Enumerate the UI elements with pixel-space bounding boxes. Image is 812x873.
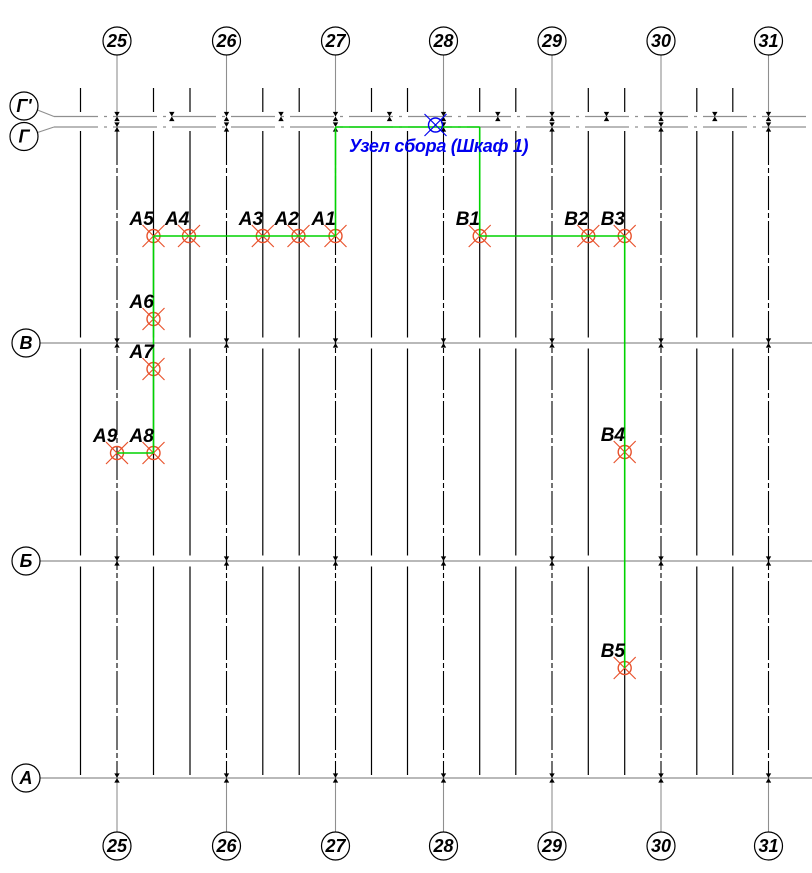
sensor-label-a7: A7: [129, 342, 156, 363]
axis-intersection-mark: [712, 111, 718, 122]
axis-intersection-mark: [114, 773, 120, 783]
sensor-label-b4: B4: [601, 425, 626, 446]
column-axis-bubble-bottom-29: [537, 831, 567, 861]
column-axis-bubble-top-25-label: 25: [106, 31, 128, 51]
sensor-label-a6: A6: [129, 292, 155, 313]
axis-intersection-mark: [765, 556, 772, 566]
axis-intersection-mark: [169, 111, 175, 122]
row-axis-bubble-b-label: Б: [20, 551, 33, 571]
axis-intersection-mark: [223, 111, 230, 122]
axis-intersection-mark: [765, 773, 772, 783]
axis-intersection-mark: [332, 556, 339, 566]
column-axis-bubble-top-29: [537, 26, 567, 56]
row-axis-bubble-v-label: В: [20, 333, 33, 353]
column-axis-bubble-bottom-30: [646, 831, 676, 861]
sensor-label-a5: A5: [129, 209, 155, 230]
column-axis-bubble-bottom-31: [753, 831, 784, 861]
axis-intersection-mark: [658, 111, 664, 122]
axis-intersection-mark: [658, 122, 664, 132]
collector-cross-line: [424, 113, 447, 137]
sensor-label-b1: B1: [456, 209, 480, 230]
column-axis-bubble-top-28-label: 28: [432, 31, 453, 51]
axis-intersection-mark: [223, 556, 230, 566]
column-axis-bubble-top-26-label: 26: [215, 31, 237, 51]
collector-node-label: Узел сбора (Шкаф 1): [349, 136, 529, 156]
row-axis-bubble-a: [11, 763, 41, 793]
axis-intersection-mark: [223, 338, 230, 348]
sensor-label-a9: A9: [92, 426, 118, 447]
sensor-label-b3: B3: [601, 209, 626, 230]
axis-intersection-mark: [386, 111, 393, 122]
column-axis-bubble-top-27-label: 27: [324, 31, 346, 51]
axis-intersection-mark: [549, 773, 555, 783]
axis-intersection-mark: [440, 773, 447, 783]
sensor-label-b5: B5: [601, 641, 626, 662]
axis-intersection-mark: [658, 773, 664, 783]
column-axis-bubble-bottom-29-label: 29: [541, 836, 562, 856]
column-axis-bubble-bottom-25-label: 25: [106, 836, 128, 856]
column-axis-bubble-top-31-label: 31: [758, 31, 778, 51]
column-axis-bubble-bottom-26: [211, 831, 242, 861]
sensor-label-a8: A8: [129, 426, 155, 447]
axis-intersection-mark: [114, 338, 120, 348]
axis-intersection-mark: [603, 111, 610, 122]
column-axis-bubble-top-27: [320, 26, 351, 56]
column-axis-bubble-bottom-25: [102, 831, 132, 861]
axis-intersection-mark: [223, 122, 230, 132]
axis-intersection-mark: [549, 338, 555, 348]
axis-intersection-mark: [223, 773, 230, 783]
column-axis-bubble-bottom-27-label: 27: [324, 836, 346, 856]
axis-intersection-mark: [114, 111, 120, 122]
column-axis-bubble-top-28: [428, 26, 459, 56]
row-axis-bubble-a-label: А: [19, 768, 33, 788]
row-axis-bubble-v: [11, 328, 41, 358]
axis-intersection-mark: [549, 111, 555, 122]
column-axis-bubble-top-26: [211, 26, 242, 56]
column-axis-bubble-bottom-28: [428, 831, 459, 861]
column-axis-bubble-top-30-label: 30: [651, 31, 671, 51]
column-axis-bubble-bottom-28-label: 28: [432, 836, 453, 856]
collector-circle: [427, 117, 444, 133]
axis-intersection-mark: [114, 122, 120, 132]
sensor-label-b2: B2: [564, 209, 589, 230]
column-axis-bubble-bottom-30-label: 30: [651, 836, 671, 856]
axis-intersection-mark: [332, 773, 339, 783]
axis-intersection-mark: [658, 338, 664, 348]
axis-intersection-mark: [332, 111, 339, 122]
axis-intersection-mark: [332, 338, 339, 348]
column-axis-bubble-bottom-27: [320, 831, 351, 861]
axis-intersection-mark: [278, 111, 284, 122]
axis-intersection-mark: [765, 338, 772, 348]
axis-intersection-mark: [440, 338, 447, 348]
row-axis-bubble-g-label: Г: [18, 127, 30, 147]
row-axis-bubble-g-prime-label: Г': [16, 96, 32, 116]
sensor-label-a4: A4: [164, 209, 190, 230]
axis-intersection-mark: [440, 556, 447, 566]
sensor-label-a3: A3: [238, 209, 264, 230]
row-axis-bubble-b: [11, 546, 41, 576]
axis-intersection-mark: [658, 556, 664, 566]
column-axis-bubble-top-25: [102, 26, 132, 56]
axis-intersection-mark: [549, 556, 555, 566]
collector-node-symbol[interactable]: [424, 113, 447, 137]
column-axis-bubble-bottom-26-label: 26: [215, 836, 237, 856]
column-axis-bubble-top-30: [646, 26, 676, 56]
axis-intersection-mark: [495, 111, 501, 122]
column-axis-bubble-bottom-31-label: 31: [758, 836, 778, 856]
sensor-label-a2: A2: [274, 209, 300, 230]
column-axis-bubble-top-31: [753, 26, 784, 56]
sensor-label-a1: A1: [311, 209, 336, 230]
row-axis-leader-g-prime: [37, 109, 55, 118]
axis-intersection-mark: [765, 122, 772, 132]
axis-intersection-mark: [114, 556, 120, 566]
row-axis-bubble-g-prime: [9, 91, 39, 121]
column-axis-bubble-top-29-label: 29: [541, 31, 562, 51]
row-axis-bubble-g: [9, 121, 39, 152]
row-axis-leader-g: [37, 126, 55, 134]
axis-intersection-mark: [549, 122, 555, 132]
axis-intersection-mark: [765, 111, 772, 122]
